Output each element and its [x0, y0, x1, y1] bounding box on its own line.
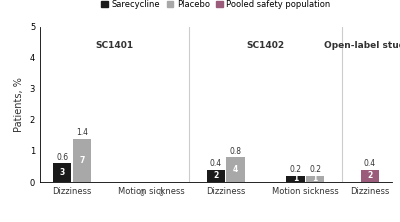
Bar [306, 176, 324, 182]
Text: 2: 2 [213, 171, 219, 180]
Text: 1: 1 [293, 174, 298, 183]
Text: 1: 1 [312, 174, 318, 183]
Text: 0.2: 0.2 [290, 165, 302, 174]
Text: 4: 4 [233, 165, 238, 174]
Text: Open-label study: Open-label study [324, 41, 400, 50]
Text: 0.4: 0.4 [364, 159, 376, 168]
Y-axis label: Patients, %: Patients, % [14, 77, 24, 132]
Text: 0.6: 0.6 [56, 153, 68, 162]
Legend: Sarecycline, Placebo, Pooled safety population: Sarecycline, Placebo, Pooled safety popu… [98, 0, 334, 12]
Bar [286, 176, 305, 182]
Text: 1.4: 1.4 [76, 128, 88, 137]
Text: 0.8: 0.8 [230, 147, 242, 156]
Text: SC1401: SC1401 [95, 41, 133, 50]
Text: 3: 3 [60, 168, 65, 177]
Text: 0: 0 [139, 189, 144, 198]
Bar [207, 170, 225, 182]
Text: 2: 2 [367, 171, 372, 180]
Text: 0.2: 0.2 [309, 165, 321, 174]
Text: 7: 7 [79, 156, 84, 165]
Bar [72, 139, 91, 182]
Text: 0: 0 [159, 189, 164, 198]
Text: SC1402: SC1402 [246, 41, 285, 50]
Bar [361, 170, 379, 182]
Bar [53, 163, 71, 182]
Bar [226, 157, 245, 182]
Text: 0.4: 0.4 [210, 159, 222, 168]
